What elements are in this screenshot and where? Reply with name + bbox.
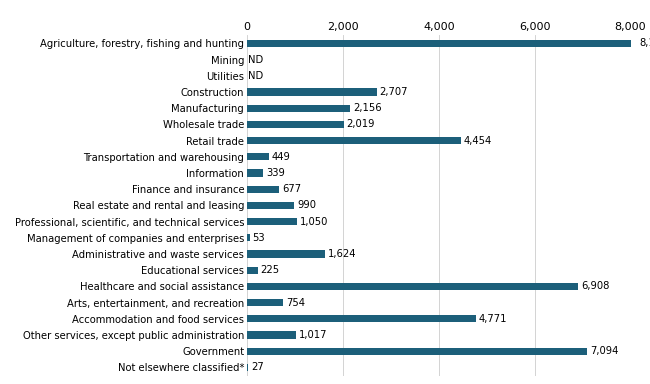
Bar (247, 153, 268, 161)
Bar (247, 331, 296, 339)
Text: 225: 225 (261, 265, 280, 275)
Bar (247, 218, 297, 225)
Bar (247, 250, 325, 258)
Text: 677: 677 (282, 184, 302, 194)
Bar (247, 364, 248, 371)
Text: 27: 27 (251, 362, 264, 372)
Text: 449: 449 (272, 152, 291, 162)
Bar (247, 121, 344, 128)
Bar (247, 137, 460, 144)
Text: 1,050: 1,050 (300, 217, 329, 227)
Text: 4,771: 4,771 (478, 314, 507, 324)
Bar (247, 169, 263, 177)
Text: 4,454: 4,454 (463, 136, 491, 146)
Bar (247, 266, 258, 274)
Bar (247, 202, 294, 209)
Text: ND: ND (248, 55, 263, 65)
Bar (247, 283, 578, 290)
Bar (247, 234, 250, 242)
Text: ND: ND (248, 71, 263, 81)
Bar (247, 299, 283, 306)
Text: 1,624: 1,624 (328, 249, 356, 259)
Text: 53: 53 (252, 233, 265, 243)
Text: 6,908: 6,908 (581, 281, 610, 291)
Text: 7,094: 7,094 (590, 346, 618, 356)
Bar (247, 185, 280, 193)
Bar (247, 40, 637, 47)
Text: 2,019: 2,019 (346, 119, 375, 129)
Text: 8,134: 8,134 (640, 38, 650, 48)
Text: 754: 754 (286, 298, 305, 308)
Bar (247, 315, 476, 323)
Text: 990: 990 (297, 200, 317, 210)
Text: 2,156: 2,156 (353, 103, 382, 113)
Text: 339: 339 (266, 168, 285, 178)
Bar (247, 104, 350, 112)
Bar (247, 348, 587, 355)
Bar (247, 88, 377, 96)
Text: 1,017: 1,017 (298, 330, 327, 340)
Text: 2,707: 2,707 (380, 87, 408, 97)
